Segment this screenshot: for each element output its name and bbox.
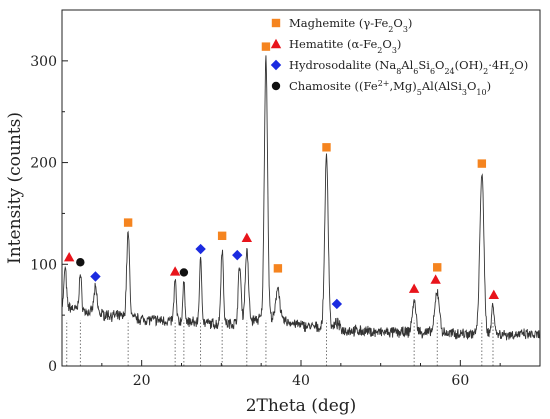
legend-marker-hydrosodalite (270, 59, 282, 71)
y-axis-label: Intensity (counts) (5, 112, 25, 264)
marker-maghemite (433, 263, 442, 272)
marker-hematite (488, 289, 499, 299)
y-tick-label: 200 (30, 156, 57, 172)
x-tick-label: 40 (292, 373, 310, 389)
xrd-pattern-line (61, 55, 541, 341)
legend: Maghemite (γ-Fe2O3) Hematite (α-Fe2O3) Hyd… (270, 16, 528, 97)
y-tick-label: 100 (30, 257, 57, 273)
marker-hematite (169, 266, 181, 276)
marker-hematite (241, 232, 253, 243)
y-axis-ticks: 0 100 200 300 (30, 9, 68, 375)
marker-chamosite (179, 268, 189, 277)
marker-maghemite (477, 159, 487, 168)
marker-chamosite (76, 258, 85, 267)
legend-label-hydrosodalite: Hydrosodalite (Na8Al6Si6O24(OH)2·4H2O) (289, 58, 528, 76)
x-axis-label: 2Theta (deg) (246, 396, 357, 416)
reference-lines (66, 320, 494, 366)
legend-label-chamosite: Chamosite ((Fe2+,Mg)5Al(AlSi3O10) (289, 79, 491, 97)
legend-marker-hematite (270, 38, 282, 49)
phase-markers (63, 42, 499, 310)
legend-label-hematite: Hematite (α-Fe2O3) (289, 37, 401, 55)
marker-maghemite (123, 218, 133, 227)
y-tick-label: 300 (30, 54, 57, 70)
x-tick-label: 20 (133, 373, 151, 389)
marker-maghemite (273, 264, 283, 273)
legend-marker-maghemite (271, 18, 281, 28)
marker-hematite (430, 274, 441, 284)
marker-maghemite (322, 143, 331, 152)
marker-hematite (408, 283, 420, 293)
marker-hematite (63, 251, 75, 262)
legend-marker-chamosite (271, 81, 281, 91)
x-axis-ticks: 20 40 60 (61, 360, 541, 389)
y-tick-label: 0 (48, 359, 57, 375)
marker-hydrosodalite (195, 243, 206, 255)
legend-label-maghemite: Maghemite (γ-Fe2O3) (289, 16, 412, 34)
marker-maghemite (217, 231, 227, 241)
x-tick-label: 60 (451, 373, 469, 389)
marker-hydrosodalite (232, 249, 243, 261)
marker-hydrosodalite (331, 298, 343, 310)
marker-hydrosodalite (90, 271, 101, 282)
marker-maghemite (261, 42, 271, 51)
